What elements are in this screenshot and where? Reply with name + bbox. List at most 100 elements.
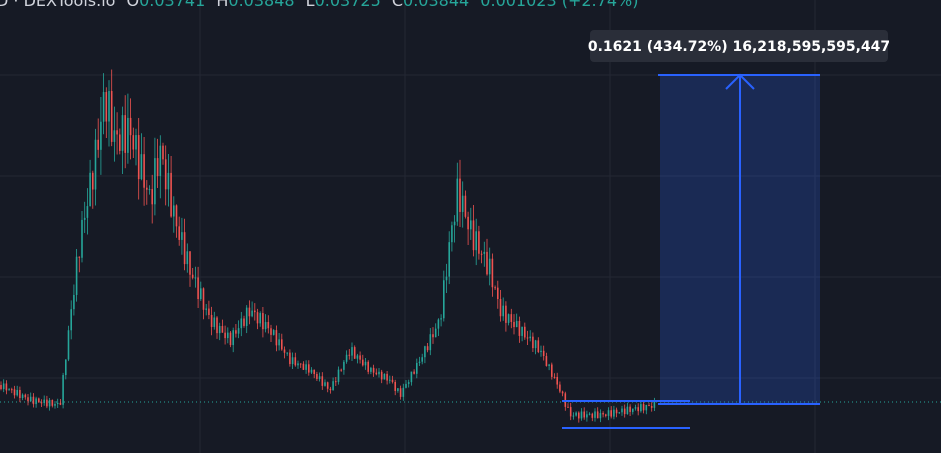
candle-body: [267, 322, 270, 329]
candle-body: [602, 413, 604, 415]
candle-body: [324, 382, 326, 386]
candle-body: [43, 399, 45, 404]
candle-body: [100, 121, 102, 150]
candle-body: [92, 172, 94, 190]
candle-body: [329, 388, 332, 391]
candle-body: [54, 403, 56, 406]
candle-body: [151, 189, 153, 205]
candle-body: [359, 355, 361, 360]
candle-body: [272, 330, 275, 335]
candle-body: [375, 372, 378, 375]
candle-body: [551, 364, 553, 377]
candle-body: [526, 337, 529, 339]
candle-body: [399, 388, 402, 397]
candle-body: [353, 347, 356, 359]
ohlc-value: 0.03741: [139, 0, 205, 10]
candle-body: [256, 312, 259, 324]
candle-body: [70, 309, 72, 331]
candle-body: [113, 130, 116, 142]
candle-body: [148, 189, 151, 191]
candle-body: [299, 363, 302, 365]
candle-body: [488, 258, 491, 275]
candle-body: [245, 307, 248, 326]
candle-body: [472, 220, 475, 251]
candle-body: [178, 226, 180, 240]
candle-body: [578, 412, 580, 419]
candle-body: [351, 347, 353, 356]
candle-body: [191, 274, 194, 278]
candle-body: [278, 339, 280, 346]
candle-body: [259, 313, 261, 324]
candle-body: [297, 363, 299, 366]
candle-body: [65, 359, 67, 376]
candle-body: [78, 256, 81, 258]
candle-body: [0, 385, 2, 390]
candle-body: [289, 352, 291, 365]
candle-body: [548, 364, 550, 366]
candle-body: [291, 357, 294, 365]
candle-body: [218, 326, 221, 334]
candle-body: [132, 135, 135, 150]
candle-body: [567, 406, 569, 408]
candle-body: [97, 139, 99, 150]
candle-body: [372, 367, 375, 373]
candle-body: [75, 256, 78, 295]
candle-body: [197, 277, 199, 300]
candle-body: [513, 321, 515, 328]
candle-body: [305, 364, 307, 370]
measure-arrowhead: [725, 73, 755, 90]
candle-body: [432, 334, 434, 338]
ohlc-value: 0.03844: [403, 0, 469, 10]
candle-body: [642, 404, 645, 411]
candle-body: [437, 319, 440, 329]
candle-body: [510, 314, 513, 322]
candle-body: [394, 381, 396, 391]
candle-body: [583, 411, 585, 418]
candle-body: [86, 206, 89, 218]
candle-body: [542, 350, 545, 357]
candle-body: [610, 410, 612, 417]
candle-body: [137, 135, 140, 180]
candle-body: [515, 320, 518, 328]
candle-body: [559, 384, 561, 392]
candle-body: [413, 371, 415, 374]
candle-body: [310, 369, 313, 373]
candle-body: [424, 346, 426, 358]
candle-body: [189, 251, 191, 275]
candle-body: [640, 404, 642, 412]
candle-body: [569, 407, 572, 417]
candle-body: [108, 91, 110, 122]
candle-body: [243, 318, 245, 326]
candle-body: [529, 336, 531, 339]
candle-body: [124, 115, 126, 153]
candle-body: [594, 411, 596, 418]
candle-body: [129, 117, 132, 136]
candle-body: [448, 242, 450, 277]
candle-body: [618, 412, 621, 414]
candle-body: [156, 158, 159, 177]
candle-body: [397, 388, 399, 391]
candle-body: [461, 195, 464, 212]
candle-body: [27, 397, 29, 402]
candle-body: [599, 413, 602, 419]
ohlc-value: 0.03725: [315, 0, 381, 10]
candle-body: [370, 367, 372, 372]
candle-body: [135, 135, 137, 150]
candle-body: [237, 328, 240, 334]
candle-body: [386, 373, 388, 381]
candle-body: [596, 411, 599, 419]
candle-body: [248, 307, 251, 317]
candle-body: [402, 387, 405, 397]
candle-body: [561, 391, 564, 394]
candle-body: [532, 336, 534, 349]
candle-body: [332, 381, 334, 391]
candle-body: [11, 389, 13, 391]
candle-body: [56, 402, 59, 404]
candle-body: [607, 410, 610, 416]
candle-body: [8, 389, 10, 391]
candle-body: [326, 382, 329, 389]
candle-body: [653, 401, 656, 408]
candle-body: [67, 330, 70, 360]
candle-body: [167, 172, 170, 190]
